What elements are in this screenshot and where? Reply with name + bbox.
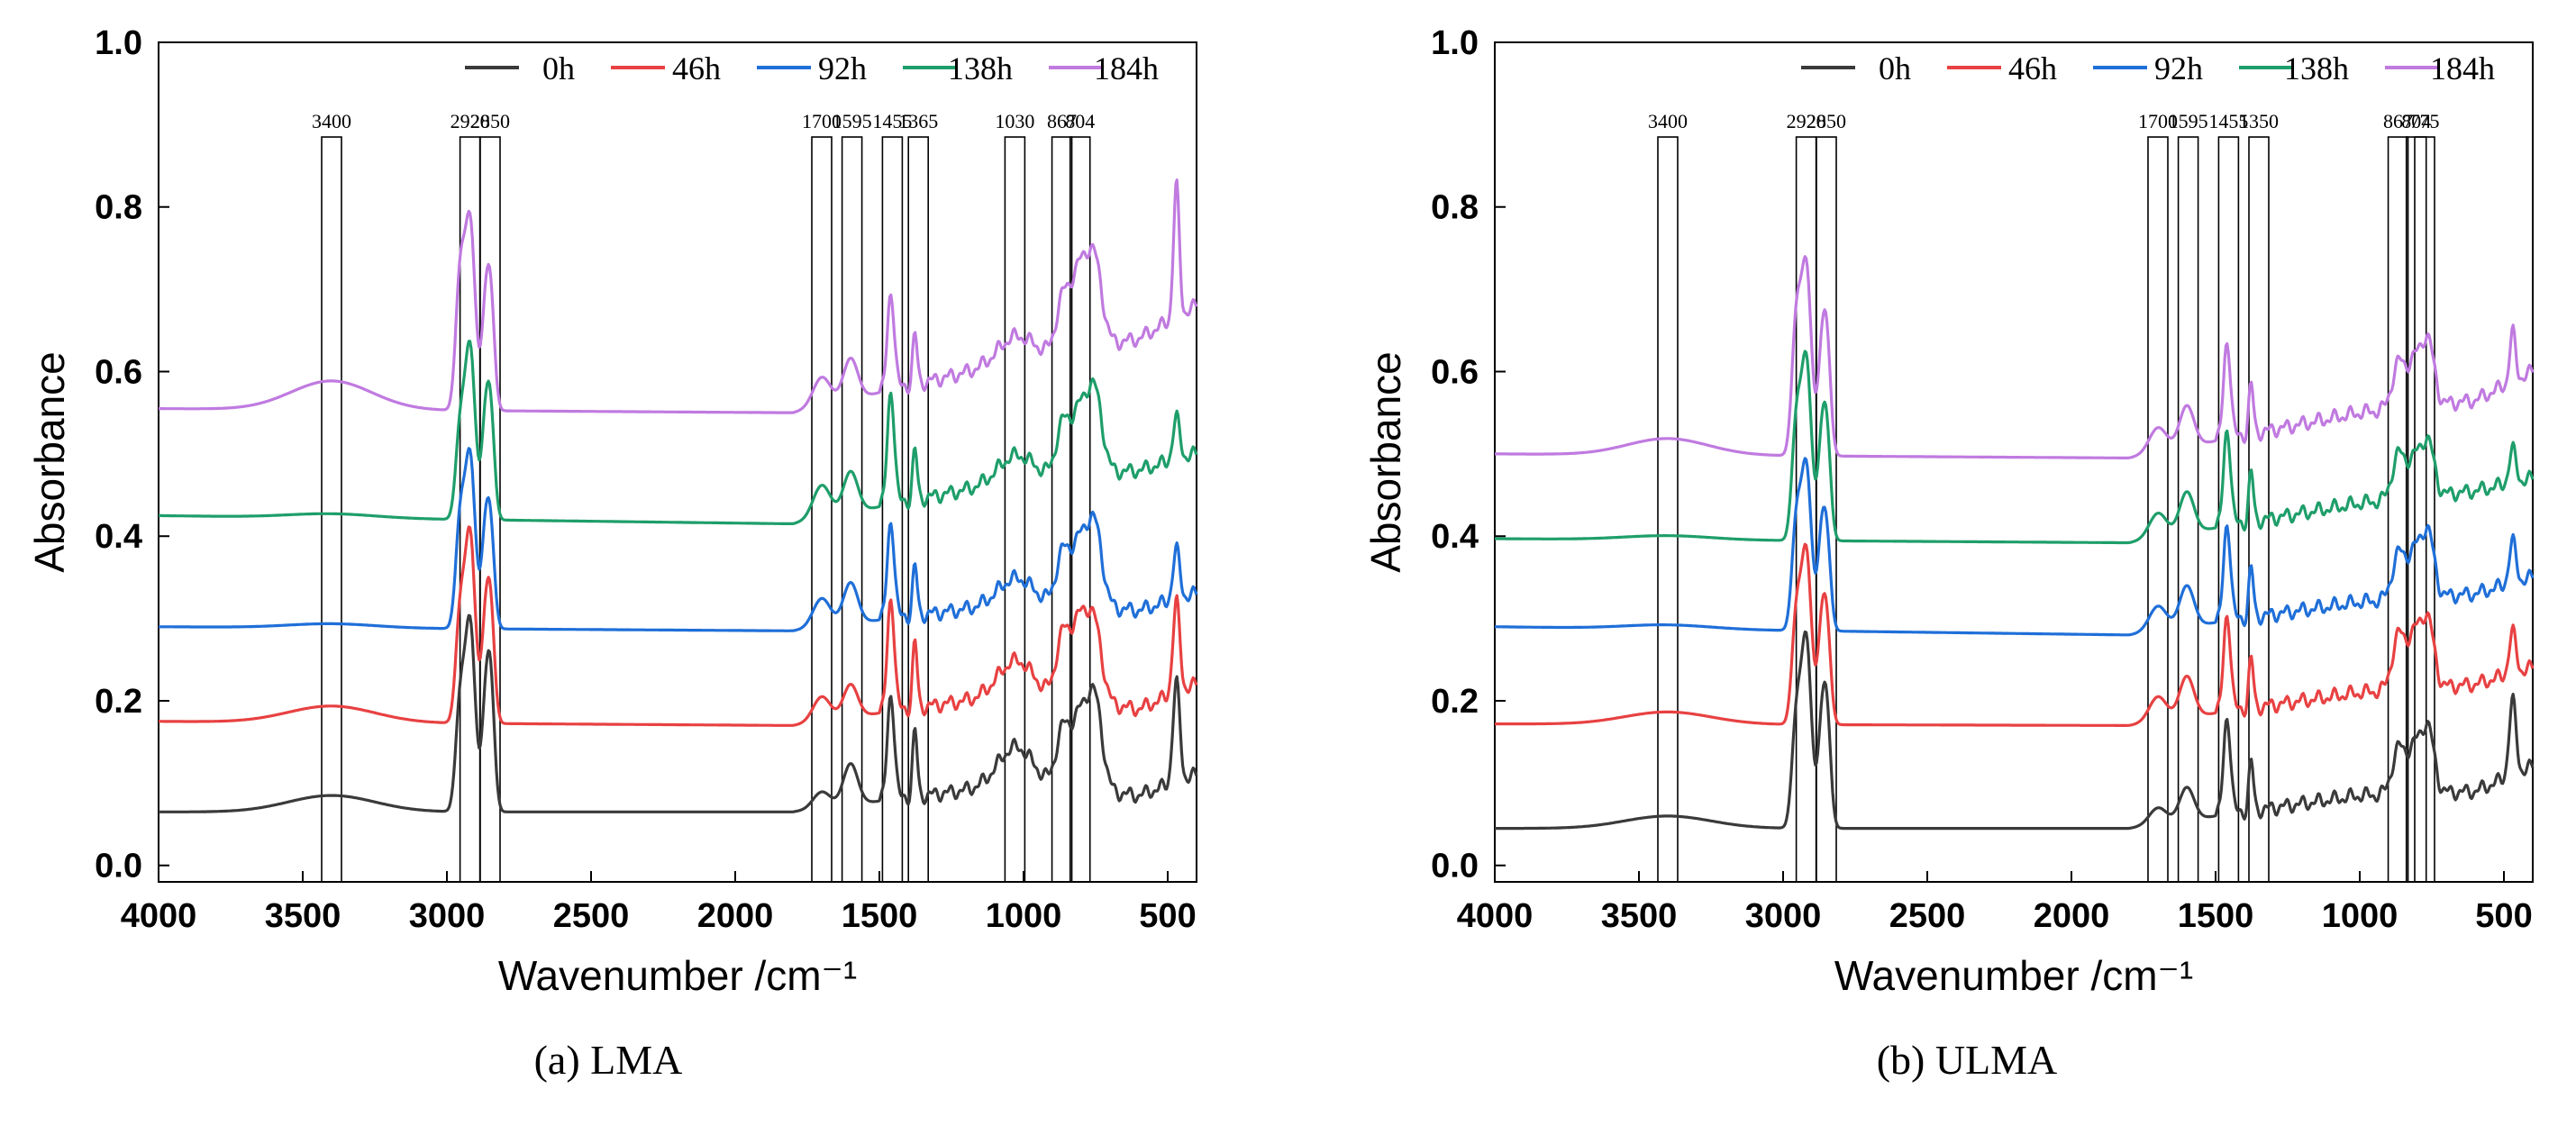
peak-marker-label: 1700 xyxy=(2138,110,2178,132)
x-axis-label: Wavenumber /cm⁻¹ xyxy=(498,952,857,999)
series-line xyxy=(1494,542,2535,727)
peak-marker-box xyxy=(2405,136,2427,883)
y-tick-label: 0.6 xyxy=(95,353,142,391)
x-tick-label: 500 xyxy=(2475,897,2532,935)
y-tick-label: 1.0 xyxy=(95,24,142,62)
chart-panel-a: 4000 3500 3000 2500 2000 1500 1000 500 0.0 0.2 0.4… xyxy=(26,24,1198,999)
peak-marker-box xyxy=(2217,136,2240,883)
peak-marker-box xyxy=(1657,136,1679,883)
peak-marker-label: 3400 xyxy=(1648,110,1688,132)
legend-label: 138h xyxy=(948,50,1013,86)
y-tick-label: 0.8 xyxy=(1431,189,1479,227)
legend-label: 138h xyxy=(2284,50,2349,86)
plot-frame xyxy=(158,41,1197,883)
x-tick-label: 3000 xyxy=(1745,897,1822,935)
peak-marker-label: 2850 xyxy=(470,110,510,132)
peak-marker-label: 804 xyxy=(1065,110,1095,132)
x-tick-label: 3500 xyxy=(1601,897,1678,935)
peak-marker-label: 1595 xyxy=(2169,110,2208,132)
peak-marker-box xyxy=(2248,136,2270,883)
series-line xyxy=(1494,630,2535,831)
peak-marker-label: 867 xyxy=(2383,110,2413,132)
plot-frame xyxy=(1494,41,2534,883)
peak-marker-label: 1700 xyxy=(802,110,842,132)
panel-b-caption: (b) ULMA xyxy=(1876,1037,2058,1083)
peak-marker-box xyxy=(1051,136,1073,883)
peak-marker-label: 804 xyxy=(2401,110,2431,132)
x-tick-label: 4000 xyxy=(121,897,197,935)
peak-marker-label: 1595 xyxy=(833,110,872,132)
y-tick-label: 0.4 xyxy=(1431,518,1479,556)
series-line xyxy=(158,447,1198,632)
y-tick-label: 0.6 xyxy=(1431,353,1479,391)
y-tick-label: 0.0 xyxy=(95,848,142,885)
x-tick-label: 2500 xyxy=(1889,897,1966,935)
legend-label: 46h xyxy=(2008,50,2057,86)
peak-marker-box xyxy=(2414,136,2435,883)
y-tick-label: 0.4 xyxy=(95,518,142,556)
series-line xyxy=(158,613,1198,813)
x-tick-label: 2500 xyxy=(553,897,630,935)
peak-marker-label: 1455 xyxy=(872,110,912,132)
x-tick-label: 1000 xyxy=(2322,897,2399,935)
series-line xyxy=(1494,255,2535,459)
peak-marker-box xyxy=(1069,136,1091,883)
legend-label: 0h xyxy=(542,50,575,86)
peak-marker-label: 3400 xyxy=(312,110,351,132)
x-axis-label: Wavenumber /cm⁻¹ xyxy=(1834,952,2193,999)
peak-marker-label: 1365 xyxy=(898,110,938,132)
legend-label: 0h xyxy=(1879,50,1911,86)
x-tick-label: 1500 xyxy=(842,897,918,935)
x-tick-label: 3000 xyxy=(409,897,486,935)
peak-marker-label: 1030 xyxy=(995,110,1034,132)
peak-marker-box xyxy=(1816,136,1837,883)
x-tick-label: 4000 xyxy=(1457,897,1534,935)
series-line xyxy=(1494,457,2535,637)
peak-marker-box xyxy=(459,136,481,883)
legend-label: 184h xyxy=(1094,50,1159,86)
y-tick-label: 0.0 xyxy=(1431,848,1479,885)
x-tick-label: 1500 xyxy=(2178,897,2254,935)
series-line xyxy=(1494,350,2535,545)
peak-marker-box xyxy=(1004,136,1026,883)
x-tick-label: 500 xyxy=(1139,897,1196,935)
x-tick-label: 2000 xyxy=(2034,897,2110,935)
peak-marker-label: 867 xyxy=(1047,110,1077,132)
peak-marker-box xyxy=(2147,136,2169,883)
panel-a-caption: (a) LMA xyxy=(533,1037,683,1083)
peak-marker-label: 2920 xyxy=(451,110,490,132)
peak-marker-label: 775 xyxy=(2410,110,2440,132)
peak-marker-box xyxy=(2387,136,2409,883)
legend-label: 92h xyxy=(2154,50,2203,86)
peak-marker-label: 2920 xyxy=(1787,110,1826,132)
y-tick-label: 0.8 xyxy=(95,189,142,227)
x-tick-label: 2000 xyxy=(697,897,774,935)
peak-marker-label: 2850 xyxy=(1807,110,1846,132)
peak-marker-label: 1455 xyxy=(2208,110,2248,132)
y-tick-label: 0.2 xyxy=(1431,683,1479,721)
x-tick-label: 1000 xyxy=(986,897,1062,935)
peak-marker-box xyxy=(881,136,904,883)
legend-label: 46h xyxy=(672,50,721,86)
peak-marker-box xyxy=(321,136,342,883)
series-line xyxy=(158,340,1198,525)
y-tick-label: 1.0 xyxy=(1431,24,1479,62)
series-line xyxy=(158,525,1198,727)
x-tick-label: 3500 xyxy=(265,897,341,935)
peak-marker-box xyxy=(1795,136,1817,883)
peak-marker-box xyxy=(841,136,863,883)
series-line xyxy=(158,178,1198,414)
peak-marker-box xyxy=(811,136,833,883)
peak-marker-label: 1350 xyxy=(2239,110,2279,132)
y-axis-label: Absorbance xyxy=(1362,351,1409,573)
chart-panel-b: 4000 3500 3000 2500 2000 1500 1000 500 0.0 0.2 0.4… xyxy=(1362,24,2535,999)
legend-label: 92h xyxy=(818,50,867,86)
y-axis-label: Absorbance xyxy=(26,351,73,573)
y-tick-label: 0.2 xyxy=(95,683,142,721)
legend-label: 184h xyxy=(2430,50,2495,86)
